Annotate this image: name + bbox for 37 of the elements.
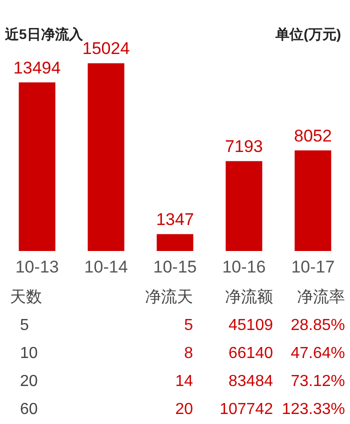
text: 5 [184, 317, 194, 334]
text: 28.85% [290, 317, 345, 334]
data-label: 8052 [294, 126, 332, 146]
x-tick-label: 10-14 [84, 258, 128, 276]
text: 20 [20, 373, 38, 390]
text: 10 [20, 345, 38, 362]
text: 45109 [228, 317, 274, 334]
text: 8 [184, 345, 194, 362]
x-tick-label: 10-17 [291, 258, 335, 276]
bar [156, 234, 194, 251]
text: 123.33% [282, 401, 345, 418]
data-label: 7193 [225, 137, 263, 156]
bar [88, 63, 124, 251]
x-tick-label: 10-13 [15, 258, 59, 276]
text: 73.12% [290, 373, 345, 390]
category-label: 净流率 [297, 288, 345, 306]
category-label: 净流天 [145, 288, 193, 306]
text: 107742 [220, 401, 274, 418]
bar [18, 82, 56, 251]
chart-subtitle: 单位(万元) [274, 26, 341, 42]
category-label: 天数 [10, 289, 42, 306]
data-label: 1347 [156, 210, 194, 230]
x-tick-label: 10-15 [153, 258, 197, 276]
x-tick-label: 10-16 [222, 258, 266, 276]
text: 14 [175, 373, 194, 390]
chart-title: 近5日净流入 [4, 26, 84, 42]
category-label: 净流额 [225, 288, 273, 306]
text: 66140 [228, 345, 274, 362]
bar [294, 150, 332, 251]
text: 83484 [228, 373, 274, 390]
bar [226, 161, 262, 251]
text: 20 [175, 401, 194, 418]
text: 47.64% [290, 345, 345, 362]
text: 60 [20, 401, 38, 418]
data-label: 13494 [13, 58, 61, 78]
text: 5 [20, 317, 29, 334]
data-label: 15024 [82, 39, 130, 58]
